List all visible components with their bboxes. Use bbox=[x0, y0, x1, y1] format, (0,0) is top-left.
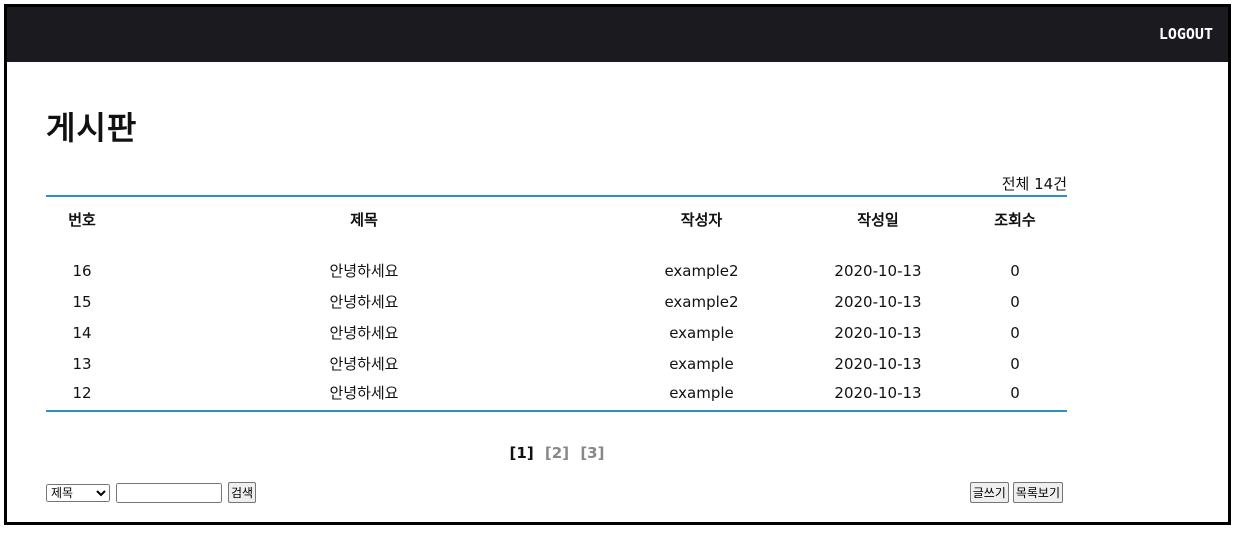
post-title-link[interactable]: 안녕하세요 bbox=[118, 379, 610, 412]
cell-views: 0 bbox=[963, 379, 1067, 412]
cell-author: example2 bbox=[664, 292, 739, 311]
table-row: 12 안녕하세요 example 2020-10-13 0 bbox=[46, 379, 1067, 412]
table-row: 15 안녕하세요 example2 2020-10-13 0 bbox=[46, 286, 1067, 317]
post-title-link[interactable]: 안녕하세요 bbox=[329, 262, 399, 280]
cell-views: 0 bbox=[1010, 292, 1020, 311]
cell-number: 15 bbox=[72, 292, 92, 311]
cell-date: 2020-10-13 bbox=[834, 261, 922, 280]
post-title-link[interactable]: 안녕하세요 bbox=[329, 293, 399, 311]
search-button[interactable]: 검색 bbox=[228, 482, 257, 503]
logout-link[interactable]: LOGOUT bbox=[1158, 25, 1213, 43]
cell-author: example bbox=[669, 354, 734, 373]
cell-number: 14 bbox=[72, 323, 92, 342]
cell-number: 13 bbox=[72, 354, 92, 373]
page-title: 게시판 bbox=[46, 109, 138, 147]
top-nav-bar: LOGOUT bbox=[7, 7, 1228, 62]
cell-views: 0 bbox=[1010, 261, 1020, 280]
cell-author: example2 bbox=[664, 261, 739, 280]
search-bar: 제목 검색 bbox=[46, 482, 257, 503]
cell-number: 12 bbox=[46, 379, 118, 412]
table-row: 16 안녕하세요 example2 2020-10-13 0 bbox=[46, 241, 1067, 286]
table-header-row: 번호 제목 작성자 작성일 조회수 bbox=[46, 196, 1067, 241]
cell-date: 2020-10-13 bbox=[834, 292, 922, 311]
table-row: 13 안녕하세요 example 2020-10-13 0 bbox=[46, 348, 1067, 379]
cell-date: 2020-10-13 bbox=[834, 354, 922, 373]
cell-views: 0 bbox=[1010, 354, 1020, 373]
post-title-link[interactable]: 안녕하세요 bbox=[329, 324, 399, 342]
page-link-1[interactable]: [1] bbox=[509, 444, 534, 462]
cell-author: example bbox=[669, 323, 734, 342]
column-header-date: 작성일 bbox=[857, 210, 899, 229]
pagination: [1] [2] [3] bbox=[7, 444, 1107, 462]
column-header-title: 제목 bbox=[350, 210, 378, 229]
cell-author: example bbox=[610, 379, 793, 412]
action-buttons: 글쓰기 목록보기 bbox=[969, 482, 1063, 503]
column-header-views: 조회수 bbox=[994, 210, 1036, 229]
page-link-2[interactable]: [2] bbox=[544, 444, 570, 462]
column-header-author: 작성자 bbox=[680, 210, 723, 229]
page-link-3[interactable]: [3] bbox=[580, 444, 605, 462]
total-count: 전체 14건 bbox=[1001, 175, 1067, 193]
search-input[interactable] bbox=[116, 482, 222, 503]
column-header-number: 번호 bbox=[68, 210, 96, 229]
table-row: 14 안녕하세요 example 2020-10-13 0 bbox=[46, 317, 1067, 348]
cell-date: 2020-10-13 bbox=[834, 323, 922, 342]
list-button[interactable]: 목록보기 bbox=[1012, 482, 1063, 503]
post-title-link[interactable]: 안녕하세요 bbox=[329, 355, 399, 373]
write-button[interactable]: 글쓰기 bbox=[969, 482, 1009, 503]
window-frame: LOGOUT 게시판 전체 14건 번호 제목 작성자 작성일 조회수 16 안… bbox=[4, 4, 1231, 525]
cell-views: 0 bbox=[1010, 323, 1020, 342]
board-table: 번호 제목 작성자 작성일 조회수 16 안녕하세요 example2 2020… bbox=[46, 195, 1067, 412]
cell-number: 16 bbox=[72, 261, 92, 280]
search-field-select[interactable]: 제목 bbox=[46, 483, 110, 502]
cell-date: 2020-10-13 bbox=[793, 379, 963, 412]
